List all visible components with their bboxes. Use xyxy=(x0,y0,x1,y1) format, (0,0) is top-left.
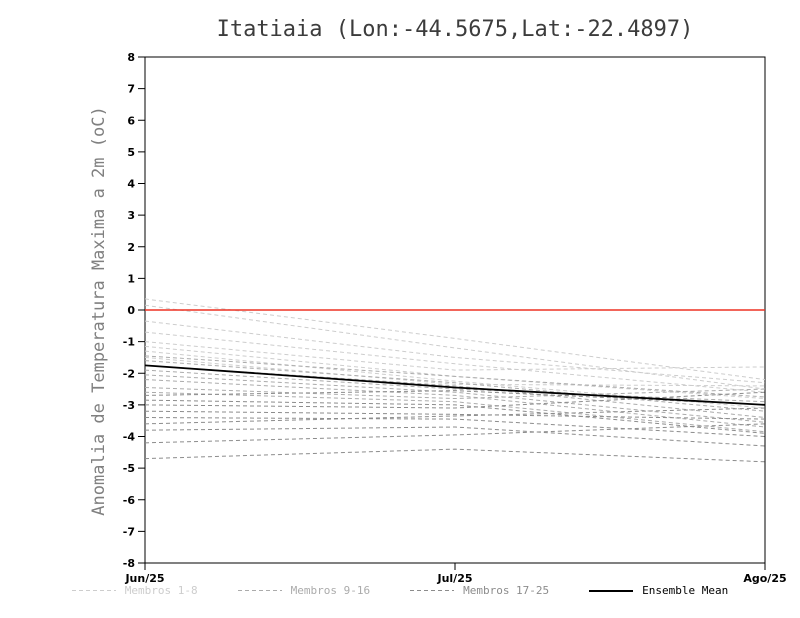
member-line xyxy=(144,410,766,420)
y-tick-label: -7 xyxy=(123,525,135,538)
member-line xyxy=(144,407,766,425)
legend-line-swatch xyxy=(589,589,634,592)
legend-line-swatch xyxy=(71,590,116,591)
y-tick-label: 7 xyxy=(127,83,135,96)
y-tick-label: 0 xyxy=(127,304,135,317)
legend-line-swatch xyxy=(237,590,282,591)
member-line xyxy=(144,374,766,423)
member-line xyxy=(144,298,766,381)
legend-label: Membros 17-25 xyxy=(463,584,550,597)
legend-label: Membros 9-16 xyxy=(290,584,371,597)
y-tick-label: 4 xyxy=(127,178,135,191)
member-line xyxy=(144,390,766,406)
member-line xyxy=(144,426,766,447)
member-line xyxy=(144,356,766,387)
series-layer xyxy=(144,298,766,463)
legend-label: Membros 1-8 xyxy=(124,584,198,597)
member-line xyxy=(144,355,766,398)
legend-line-swatch xyxy=(410,590,455,591)
member-line xyxy=(144,379,766,428)
legend-item: Membros 9-16 xyxy=(237,584,371,597)
chart-title: Itatiaia (Lon:-44.5675,Lat:-22.4897) xyxy=(217,17,694,42)
member-line xyxy=(144,364,766,419)
y-tick-label: -3 xyxy=(123,399,135,412)
member-line xyxy=(144,369,766,403)
member-line xyxy=(144,391,766,433)
x-tick-label: Jun/25 xyxy=(124,572,164,585)
x-tick-label: Jul/25 xyxy=(436,572,472,585)
y-tick-label: 6 xyxy=(127,114,135,127)
legend-item: Membros 17-25 xyxy=(410,584,549,597)
member-line xyxy=(144,391,766,409)
y-tick-label: -1 xyxy=(123,336,135,349)
y-tick-label: 8 xyxy=(127,51,135,64)
y-tick-label: 5 xyxy=(127,146,135,159)
member-line xyxy=(144,320,766,384)
y-tick-label: -5 xyxy=(123,462,135,475)
member-line xyxy=(144,399,766,434)
member-line xyxy=(144,423,766,444)
legend-label: Ensemble Mean xyxy=(642,584,729,597)
y-tick-label: -8 xyxy=(123,557,135,570)
y-tick-label: -2 xyxy=(123,367,135,380)
member-line xyxy=(144,448,766,463)
y-tick-label: 3 xyxy=(127,209,135,222)
member-line xyxy=(144,304,766,390)
y-tick-label: -4 xyxy=(123,431,136,444)
y-axis-label: Anomalia de Temperatura Maxima a 2m (oC) xyxy=(89,106,109,515)
member-line xyxy=(144,331,766,393)
ensemble-mean-line xyxy=(144,364,766,406)
x-tick-label: Ago/25 xyxy=(743,572,786,585)
y-tick-label: -6 xyxy=(123,494,136,507)
member-line xyxy=(144,386,766,400)
legend-item: Membros 1-8 xyxy=(71,584,198,597)
axes-layer: -8 -7 -6 -5 -4 -3 -2 -1 0 1 2 3 4 5 6 7 8 Jun/25 Jul/25 Ago… xyxy=(123,51,787,585)
member-line xyxy=(144,341,766,371)
chart-legend: Membros 1-8 Membros 9-16 Membros 17-25 Ense… xyxy=(0,584,800,597)
y-tick-label: 2 xyxy=(127,241,135,254)
member-line xyxy=(144,417,766,437)
member-line xyxy=(144,360,766,412)
legend-item: Ensemble Mean xyxy=(589,584,728,597)
y-tick-label: 1 xyxy=(127,272,135,285)
